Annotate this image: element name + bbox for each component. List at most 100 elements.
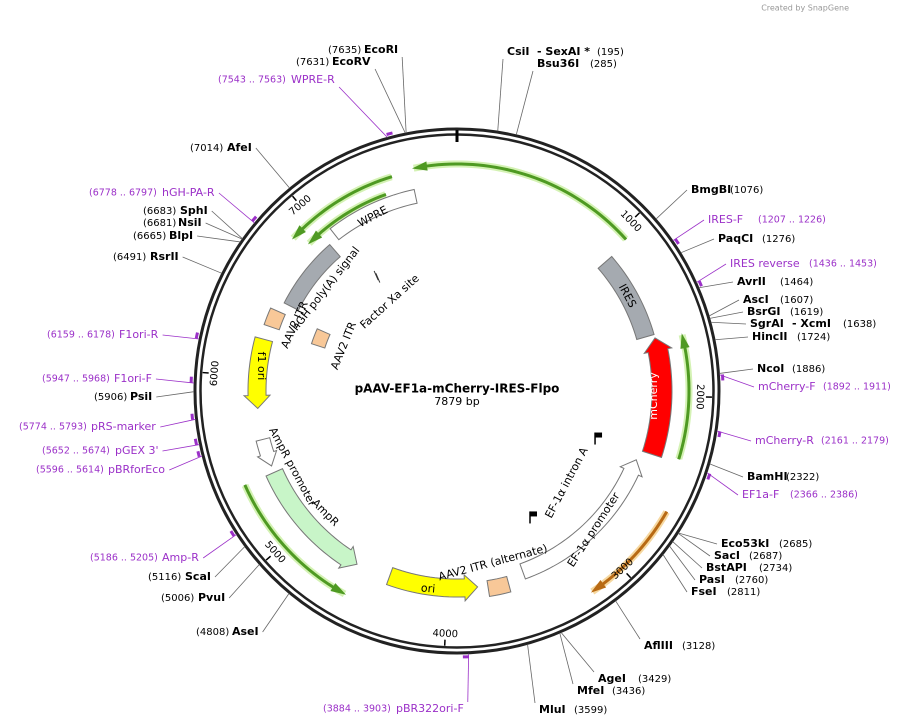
primer-range: (5947 .. 5968) — [42, 374, 110, 385]
feature-label: EF-1α promoter — [565, 490, 623, 570]
enzyme-name: AvrII — [737, 275, 766, 288]
enzyme-name: FseI — [691, 585, 717, 598]
primer-leader — [338, 86, 388, 138]
primer-name: mCherry-F — [758, 380, 816, 393]
enzyme-position: (1619) — [790, 307, 823, 318]
enzyme-position: (3436) — [612, 686, 645, 697]
primer-leader — [202, 534, 237, 559]
enzyme-position: (5116) — [148, 572, 181, 583]
primer-leader — [160, 418, 196, 428]
primer-range: (1207 .. 1226) — [758, 215, 826, 226]
enzyme-name: AflIII — [644, 639, 673, 652]
primer-leader — [706, 472, 739, 496]
enzyme-name: PvuI — [198, 591, 225, 604]
feature-promoter — [255, 437, 278, 467]
enzyme-leader — [678, 532, 718, 545]
plasmid-length: 7879 bp — [434, 395, 479, 408]
enzyme-position: (1886) — [792, 364, 825, 375]
enzyme-position: (1276) — [762, 234, 795, 245]
enzyme-position: (3599) — [574, 705, 607, 716]
feature-itr — [263, 307, 286, 331]
tick-label: 6000 — [209, 360, 222, 386]
enzyme-position: (6683) — [143, 206, 176, 217]
enzyme-position: (6491) — [113, 252, 146, 263]
enzyme-leader — [669, 545, 696, 581]
feature-label: AAV2 ITR — [328, 320, 359, 372]
orf-arrow — [412, 161, 628, 241]
enzyme-position: (285) — [590, 59, 617, 70]
primer-leader — [169, 455, 203, 471]
enzyme-name: PsiI — [130, 390, 152, 403]
enzyme-leader — [710, 321, 747, 325]
enzyme-name: MfeI — [577, 684, 604, 697]
enzyme-leader — [677, 533, 711, 557]
tick-label: 7000 — [287, 193, 314, 218]
backbone-outer — [193, 127, 721, 655]
orf-arrow — [307, 193, 387, 245]
primer-range: (5652 .. 5674) — [42, 446, 110, 457]
primer-range: (1436 .. 1453) — [809, 259, 877, 270]
primer-range: (3884 .. 3903) — [323, 704, 391, 715]
feature-label: AAV2 ITR — [278, 299, 310, 351]
primer-site — [193, 438, 199, 446]
enzyme-name: Bsu36I — [537, 57, 579, 70]
primer-range: (2366 .. 2386) — [790, 490, 858, 501]
enzyme-leader — [672, 541, 703, 569]
enzyme-position: (1724) — [797, 332, 830, 343]
primer-name: pGEX 3' — [115, 444, 159, 457]
primer-range: (5774 .. 5793) — [19, 422, 87, 433]
primer-name: WPRE-R — [291, 73, 335, 86]
enzyme-position: (2811) — [727, 587, 760, 598]
orf-arrow — [291, 175, 393, 240]
feature-itr — [486, 575, 512, 598]
feature-site — [373, 270, 379, 281]
enzyme-name: EcoRV — [332, 55, 371, 68]
primer-leader — [162, 334, 200, 340]
enzyme-position: (7014) — [190, 143, 223, 154]
enzyme-leader — [709, 463, 744, 478]
enzyme-name: BsrGI — [747, 305, 780, 318]
feature-itr — [310, 328, 331, 349]
enzyme-position: (1464) — [780, 277, 813, 288]
enzyme-name: SacI — [714, 549, 740, 562]
orf-arrow — [590, 510, 669, 593]
enzyme-name: SgrAI — [750, 317, 784, 330]
feature-wpre — [329, 188, 418, 241]
primer-leader — [716, 430, 752, 442]
feature-label: mCherry — [647, 372, 660, 420]
primer-range: (6778 .. 6797) — [89, 188, 157, 199]
primer-site — [386, 131, 393, 136]
primer-name: mCherry-R — [755, 434, 814, 447]
primer-range: (5186 .. 5205) — [90, 553, 158, 564]
plasmid-name: pAAV-EF1a-mCherry-IRES-Flpo — [355, 382, 560, 396]
enzyme-name: AfeI — [227, 141, 252, 154]
feature-site — [375, 273, 381, 283]
enzyme-name: BamHI — [747, 470, 788, 483]
enzyme-name: BstAPI — [706, 561, 747, 574]
primer-range: (2161 .. 2179) — [821, 436, 889, 447]
enzyme-leader — [527, 644, 536, 704]
enzyme-name: MluI — [539, 703, 566, 716]
feature-mcherry — [641, 337, 674, 459]
primer-site — [229, 530, 236, 537]
enzyme-name: NsiI — [178, 216, 202, 229]
enzyme-position: (3429) — [638, 674, 671, 685]
enzyme-position: (1638) — [843, 319, 876, 330]
enzyme-leader — [197, 235, 241, 243]
enzyme-leader — [262, 593, 290, 633]
feature-promoter — [519, 459, 643, 580]
enzyme-leader — [214, 546, 246, 578]
enzyme-name: - XcmI — [792, 317, 831, 330]
enzyme-leader — [515, 70, 534, 135]
primer-leader — [719, 374, 755, 388]
primer-site — [717, 431, 722, 438]
enzyme-name: BlpI — [169, 229, 193, 242]
enzyme-leader — [709, 311, 744, 319]
watermark: Created by SnapGene — [761, 4, 849, 13]
feature-ampr — [265, 468, 358, 569]
primer-leader — [218, 192, 255, 224]
orf-arrow — [677, 333, 691, 460]
enzyme-name: HincII — [752, 330, 788, 343]
enzyme-leader — [156, 391, 195, 398]
primer-name: pRS-marker — [91, 420, 156, 433]
